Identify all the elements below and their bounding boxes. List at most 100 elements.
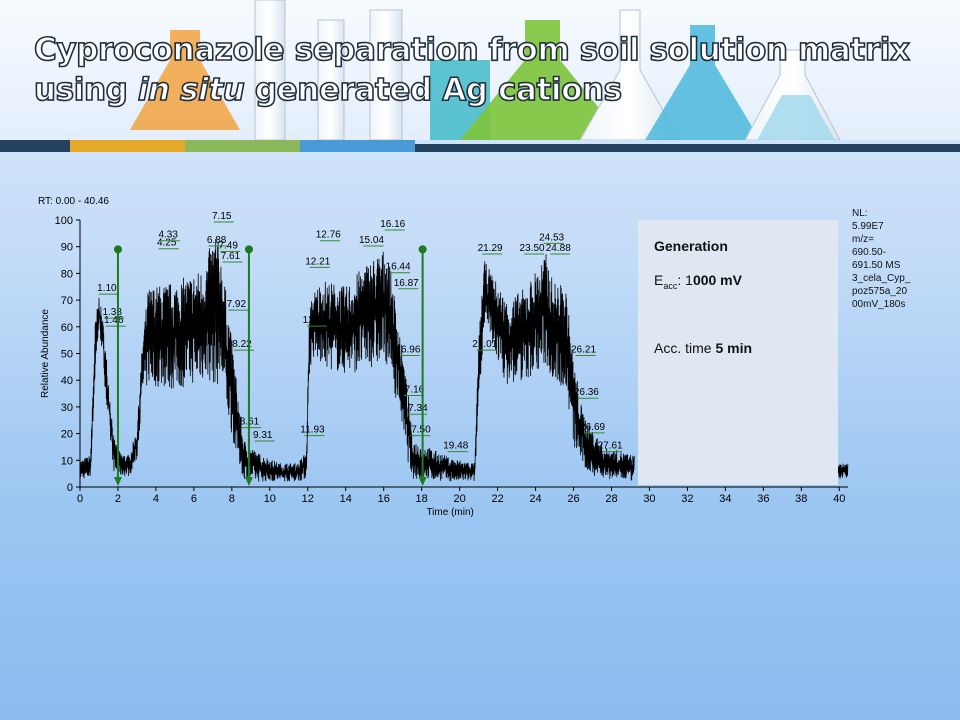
rt-range-label: RT: 0.00 - 40.46 — [38, 196, 109, 207]
y-tick-label: 100 — [55, 215, 73, 227]
x-tick-label: 30 — [643, 493, 655, 505]
peak-label: 7.92 — [227, 299, 247, 310]
y-tick-label: 10 — [61, 455, 73, 467]
potential-markers — [113, 245, 427, 486]
info-potential-subscript: acc — [663, 280, 678, 291]
peak-label: 7.49 — [218, 240, 238, 251]
peak-label: 21.29 — [478, 243, 503, 254]
y-tick-label: 30 — [61, 402, 73, 414]
x-tick-label: 18 — [416, 493, 428, 505]
peak-label: 7.15 — [212, 211, 232, 222]
marker-dot — [113, 245, 122, 254]
peak-label: 24.88 — [546, 243, 571, 254]
x-axis-label: Time (min) — [426, 507, 473, 518]
peak-label: 15.04 — [359, 235, 384, 246]
title-line-2-pre: using — [33, 71, 138, 109]
info-heading: Generation — [654, 238, 728, 254]
peak-label: 4.33 — [158, 230, 178, 241]
x-tick-label: 10 — [264, 493, 276, 505]
x-tick-label: 34 — [719, 493, 731, 505]
x-tick-label: 38 — [795, 493, 807, 505]
marker-dot — [418, 245, 427, 254]
y-tick-label: 0 — [67, 482, 73, 494]
peak-label: 12.76 — [316, 230, 341, 241]
chromatogram-chart: RT: 0.00 - 40.46 Relative Abundance Time… — [38, 196, 849, 518]
x-tick-label: 12 — [302, 493, 314, 505]
peak-label: 1.38 — [102, 307, 122, 318]
x-tick-label: 6 — [191, 493, 197, 505]
info-potential-value: 000 mV — [692, 272, 742, 288]
title-line-2-emphasis: in situ — [137, 71, 246, 109]
peak-label: 16.87 — [394, 278, 419, 289]
y-tick-label: 50 — [61, 349, 73, 361]
title-line-2-post: generated Ag cations — [244, 71, 623, 109]
accent-bar-3 — [185, 140, 300, 152]
info-potential-colon: : 1 — [677, 272, 693, 288]
peak-label: 4.25 — [157, 238, 177, 249]
peak-label: 12.21 — [305, 256, 330, 267]
peak-label: 26.36 — [574, 387, 599, 398]
peak-label: 27.61 — [598, 441, 623, 452]
peak-label: 6.88 — [207, 235, 227, 246]
x-tick-label: 40 — [833, 493, 845, 505]
peak-label: 1.10 — [97, 283, 117, 294]
peak-label: 21.01 — [472, 339, 497, 350]
lab-glassware-image — [130, 0, 841, 140]
info-time-label: Acc. time — [654, 340, 716, 356]
accent-bars — [0, 140, 960, 152]
x-tick-label: 4 — [153, 493, 159, 505]
x-tick-label: 16 — [378, 493, 390, 505]
peak-label: 17.16 — [399, 385, 424, 396]
peak-labels: 1.10 1.381.46 4.254.33 6.88 7.15 7.497.61 7.92… — [97, 211, 623, 453]
peak-label: 12.07 — [303, 315, 328, 326]
marker-arrowhead — [113, 477, 122, 486]
x-tick-label: 20 — [454, 493, 466, 505]
peak-label: 16.96 — [395, 345, 420, 356]
x-tick-label: 32 — [681, 493, 693, 505]
y-axis-label: Relative Abundance — [40, 309, 51, 398]
y-tick-label: 80 — [61, 268, 73, 280]
title-line-1: Cyproconazole separation from soil solut… — [33, 31, 911, 69]
y-tick-label: 90 — [61, 242, 73, 254]
peak-label: 17.34 — [403, 403, 428, 414]
accent-bar-1 — [0, 140, 70, 152]
peak-label: 11.93 — [300, 425, 325, 436]
y-tick-label: 60 — [61, 322, 73, 334]
info-box: Generation Eacc: 1000 mV Acc. time 5 min — [638, 220, 838, 485]
peak-label: 16.44 — [386, 262, 411, 273]
x-tick-label: 36 — [757, 493, 769, 505]
accent-bar-2 — [70, 140, 185, 152]
peak-label: 23.50 — [520, 243, 545, 254]
info-time-value: 5 min — [715, 340, 753, 356]
peak-label: 7.61 — [221, 251, 241, 262]
y-tick-label: 20 — [61, 429, 73, 441]
accent-bar-5 — [415, 144, 960, 152]
peak-label: 19.48 — [443, 441, 468, 452]
marker-arrowhead — [244, 477, 253, 486]
x-tick-label: 24 — [529, 493, 541, 505]
x-tick-label: 26 — [567, 493, 579, 505]
x-tick-label: 2 — [115, 493, 121, 505]
marker-arrowhead — [418, 477, 427, 486]
x-tick-label: 28 — [605, 493, 617, 505]
peak-label: 8.22 — [232, 339, 252, 350]
peak-label: 17.50 — [406, 425, 431, 436]
header-banner: Cyproconazole separation from soil solut… — [0, 0, 960, 140]
peak-label: 26.21 — [571, 345, 596, 356]
y-tick-label: 40 — [61, 375, 73, 387]
peak-label: 9.31 — [253, 430, 273, 441]
chromatogram-trace — [79, 238, 635, 482]
marker-dot — [244, 245, 253, 254]
slide-title: Cyproconazole separation from soil solut… — [33, 30, 911, 110]
x-tick-label: 22 — [491, 493, 503, 505]
peak-label: 26.69 — [580, 422, 605, 433]
info-potential-symbol: E — [654, 272, 664, 288]
scan-info-note: NL: 5.99E7 m/z= 690.50- 691.50 MS 3_cela… — [852, 208, 911, 310]
x-tick-label: 0 — [77, 493, 83, 505]
x-tick-label: 8 — [229, 493, 235, 505]
x-tick-label: 14 — [340, 493, 352, 505]
info-potential: Eacc: 1000 mV — [654, 272, 742, 291]
y-tick-label: 70 — [61, 295, 73, 307]
info-time: Acc. time 5 min — [654, 340, 752, 356]
